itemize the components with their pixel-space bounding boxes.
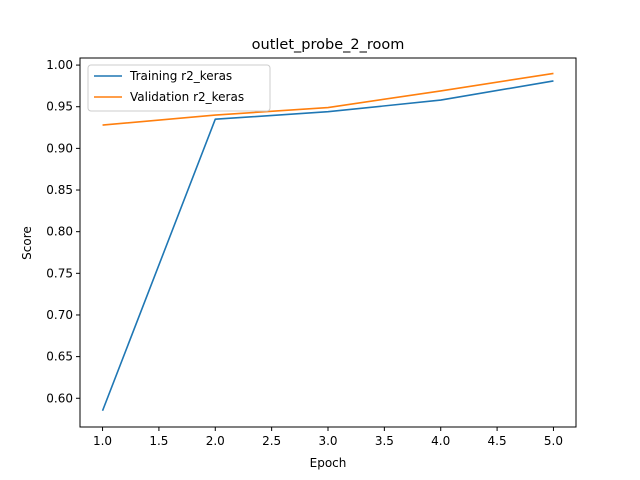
x-tick-label: 5.0 [544, 434, 563, 448]
x-tick-label: 3.0 [318, 434, 337, 448]
series-lines [101, 72, 554, 412]
legend: Training r2_keras Validation r2_keras [87, 64, 271, 112]
x-tick-label: 4.0 [431, 434, 450, 448]
x-axis: 1.0 1.5 2.0 2.5 3.0 3.5 4.0 4.5 5.0 [93, 427, 563, 448]
chart-title: outlet_probe_2_room [252, 37, 405, 53]
series-line-training [101, 80, 554, 412]
x-tick-label: 1.0 [93, 434, 112, 448]
y-tick-label: 0.60 [46, 391, 73, 405]
y-tick-label: 0.65 [46, 350, 73, 364]
y-axis: 0.60 0.65 0.70 0.75 0.80 0.85 0.90 0.95 1.00 [46, 58, 80, 405]
legend-box [87, 64, 271, 112]
x-axis-label: Epoch [310, 456, 347, 470]
x-tick-label: 2.0 [206, 434, 225, 448]
y-tick-label: 1.00 [46, 58, 73, 72]
legend-label: Validation r2_keras [130, 90, 244, 104]
y-tick-label: 0.90 [46, 141, 73, 155]
y-tick-label: 0.95 [46, 100, 73, 114]
y-tick-label: 0.80 [46, 225, 73, 239]
y-tick-label: 0.85 [46, 183, 73, 197]
legend-label: Training r2_keras [129, 69, 232, 83]
x-tick-label: 1.5 [149, 434, 168, 448]
x-tick-label: 2.5 [262, 434, 281, 448]
y-tick-label: 0.70 [46, 308, 73, 322]
y-axis-label: Score [20, 226, 34, 260]
x-tick-label: 4.5 [488, 434, 507, 448]
x-tick-label: 3.5 [375, 434, 394, 448]
y-tick-label: 0.75 [46, 266, 73, 280]
series-line-validation [102, 72, 554, 126]
